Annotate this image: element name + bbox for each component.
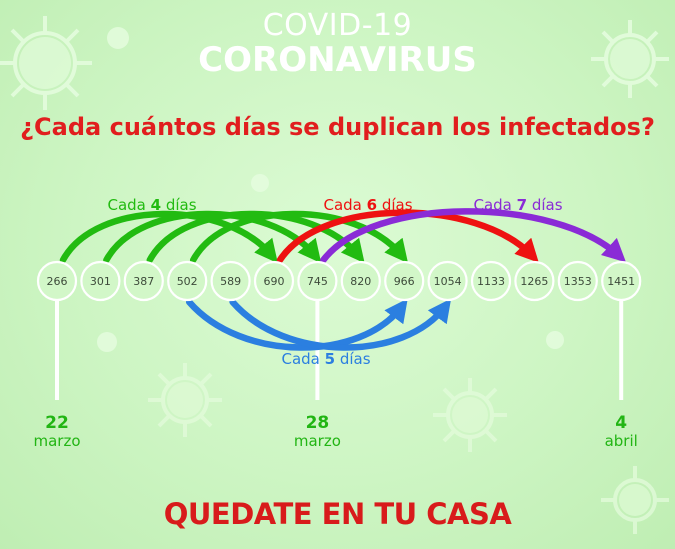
arc-label-suffix: días — [377, 196, 413, 214]
timeline-node: 1353 — [557, 260, 598, 302]
timeline-node: 1133 — [470, 260, 512, 302]
date-month: marzo — [33, 432, 80, 450]
arc-label-suffix: días — [527, 196, 563, 214]
arrow-arc — [103, 210, 322, 264]
arrow-arc — [185, 298, 408, 351]
node-circle — [167, 260, 208, 302]
timeline-node: 266 — [36, 260, 78, 302]
arc-label: Cada 6 días — [323, 196, 412, 214]
node-circle — [210, 260, 251, 302]
node-circle — [557, 260, 598, 302]
node-circle — [470, 260, 512, 302]
virus-icon — [601, 466, 669, 534]
node-circle — [123, 260, 164, 302]
node-circle — [297, 260, 338, 302]
node-value: 1451 — [607, 275, 635, 288]
date-day: 4 — [615, 413, 627, 433]
node-circle — [36, 260, 78, 302]
node-value: 387 — [133, 275, 154, 288]
arc-label-suffix: días — [335, 350, 371, 368]
arc-label-prefix: Cada — [323, 196, 366, 214]
timeline-node: 301 — [80, 260, 121, 302]
timeline-node: 589 — [210, 260, 251, 302]
node-circle — [253, 260, 295, 302]
question-title: ¿Cada cuántos días se duplican los infec… — [20, 113, 655, 141]
arrow-arc — [229, 298, 452, 351]
virus-icon — [97, 332, 117, 352]
node-circle — [80, 260, 121, 302]
node-value: 266 — [47, 275, 68, 288]
timeline-node: 745 — [297, 260, 338, 302]
node-circle — [601, 260, 642, 302]
timeline-node: 1265 — [514, 260, 555, 302]
node-circle — [384, 260, 425, 302]
timeline-node: 387 — [123, 260, 164, 302]
arc-label: Cada 7 días — [473, 196, 562, 214]
node-circle — [427, 260, 468, 302]
timeline-node: 1451 — [601, 260, 642, 302]
node-value: 820 — [350, 275, 371, 288]
arc-label-number: 7 — [517, 196, 527, 214]
virus-icon — [591, 20, 669, 98]
arrow-arc — [59, 210, 278, 264]
arc-label-prefix: Cada — [107, 196, 150, 214]
arc-label-number: 4 — [151, 196, 161, 214]
arc-label-prefix: Cada — [281, 350, 324, 368]
header-line1: COVID-19 — [262, 8, 413, 43]
date-day: 22 — [45, 413, 69, 433]
date-month: abril — [605, 432, 638, 450]
arrow-arc — [320, 208, 627, 264]
arc-label-number: 5 — [325, 350, 335, 368]
timeline-node: 690 — [253, 260, 295, 302]
virus-icon — [107, 27, 129, 49]
node-circle — [514, 260, 555, 302]
timeline-node: 966 — [384, 260, 425, 302]
timeline-node: 820 — [340, 260, 381, 302]
node-circle — [340, 260, 381, 302]
date-day: 28 — [306, 413, 330, 433]
virus-icon — [148, 363, 222, 437]
virus-icon — [251, 174, 269, 192]
node-value: 589 — [220, 275, 241, 288]
header-line2: CORONAVIRUS — [198, 40, 477, 80]
node-value: 690 — [264, 275, 285, 288]
node-value: 1133 — [477, 275, 505, 288]
arc-label-number: 6 — [367, 196, 377, 214]
footer-slogan: QUEDATE EN TU CASA — [163, 497, 512, 531]
arc-label-prefix: Cada — [473, 196, 516, 214]
arrow-arc — [189, 210, 409, 264]
arc-label: Cada 4 días — [107, 196, 196, 214]
node-value: 502 — [177, 275, 198, 288]
arrow-arc — [276, 209, 539, 264]
timeline-node: 502 — [167, 260, 208, 302]
node-value: 1265 — [520, 275, 548, 288]
virus-icon — [433, 378, 507, 452]
node-value: 1054 — [434, 275, 462, 288]
arc-label-suffix: días — [161, 196, 197, 214]
arrow-arc — [146, 210, 365, 264]
node-value: 301 — [90, 275, 111, 288]
node-value: 966 — [394, 275, 415, 288]
timeline-node: 1054 — [427, 260, 468, 302]
date-month: marzo — [294, 432, 341, 450]
node-value: 745 — [307, 275, 328, 288]
arc-label: Cada 5 días — [281, 350, 370, 368]
virus-icon — [0, 16, 92, 110]
virus-icon — [546, 331, 564, 349]
node-value: 1353 — [564, 275, 592, 288]
